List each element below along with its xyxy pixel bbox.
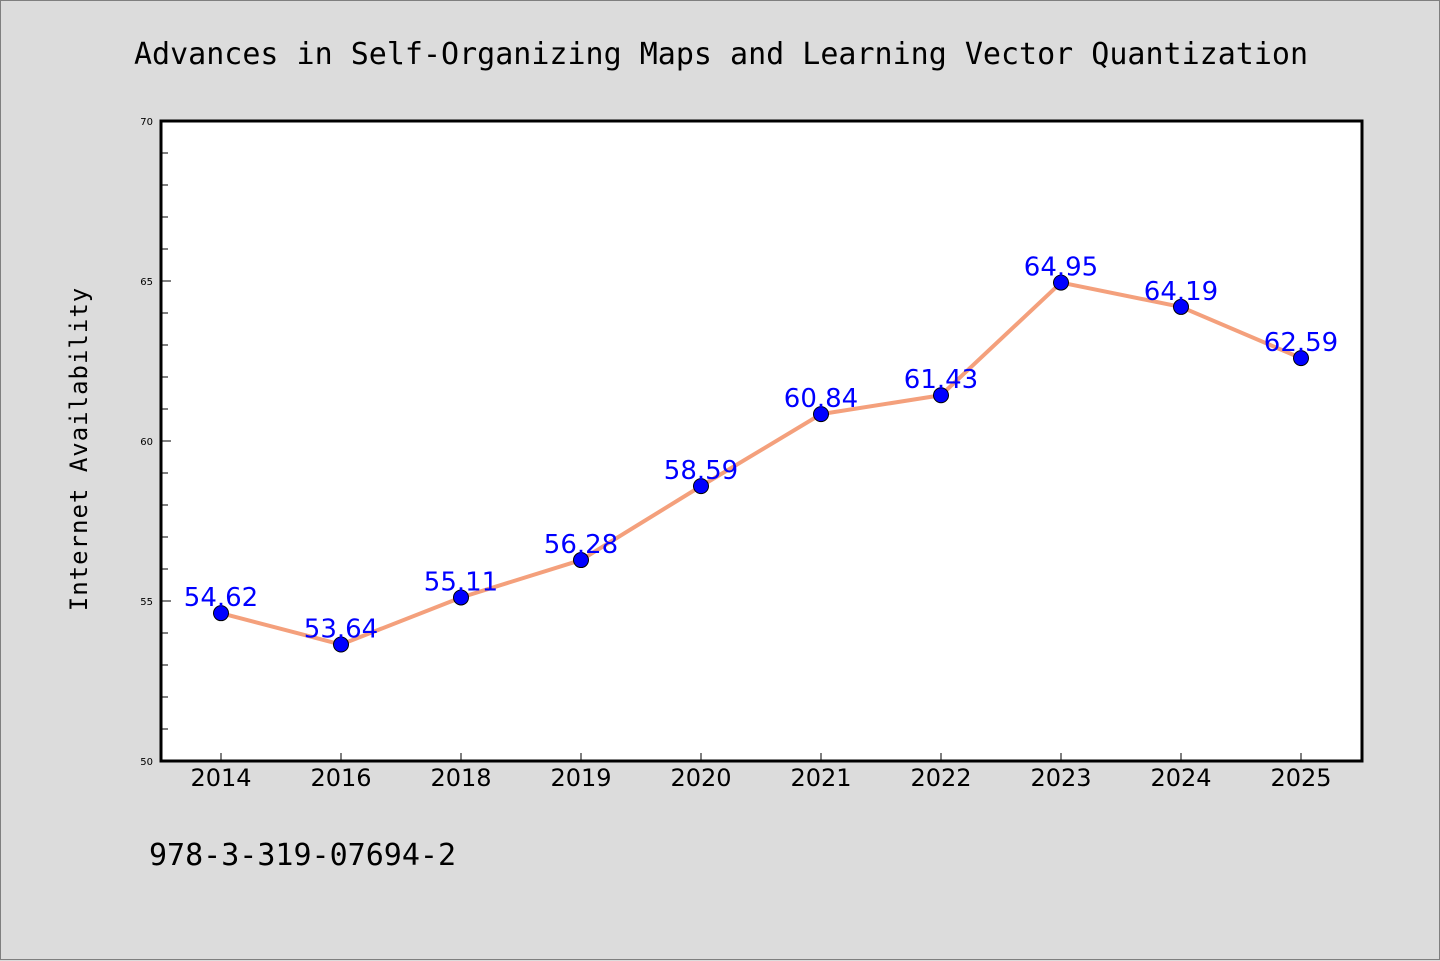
data-point (333, 636, 349, 653)
data-label: 58.59 (664, 456, 738, 486)
x-tick-label: 2016 (310, 764, 371, 792)
plot-area (159, 119, 1364, 763)
y-axis-ticks: 50 55 60 65 70 (140, 117, 171, 768)
data-point (693, 478, 709, 495)
x-tick-label: 2019 (550, 764, 611, 792)
x-tick-label: 2018 (430, 764, 491, 792)
chart-title: Advances in Self-Organizing Maps and Lea… (134, 37, 1308, 72)
data-point (573, 552, 589, 569)
y-tick-label: 70 (140, 117, 153, 128)
data-label: 64.95 (1024, 253, 1098, 283)
x-tick-label: 2014 (190, 764, 251, 792)
data-point (213, 605, 229, 622)
data-label: 61.43 (904, 365, 978, 395)
x-tick-label: 2021 (790, 764, 851, 792)
data-label: 62.59 (1264, 328, 1338, 358)
x-tick-label: 2025 (1270, 764, 1331, 792)
data-label: 53.64 (304, 615, 378, 645)
data-point (453, 589, 469, 606)
data-label: 64.19 (1144, 277, 1218, 307)
y-tick-label: 55 (140, 597, 153, 608)
data-point (813, 406, 829, 423)
data-label: 55.11 (424, 567, 498, 597)
data-label: 60.84 (784, 384, 858, 414)
data-label: 54.62 (184, 583, 258, 613)
data-labels: 54.62 53.64 55.11 56.28 58.59 60.84 61.43 64.95… (184, 253, 1338, 645)
y-tick-label: 60 (140, 437, 153, 448)
y-tick-label: 50 (140, 757, 153, 768)
series-line (220, 280, 1302, 647)
x-tick-label: 2022 (910, 764, 971, 792)
data-point (1173, 298, 1189, 315)
x-tick-label: 2023 (1030, 764, 1091, 792)
x-axis-ticks: 2014 2016 2018 2019 2020 2021 2022 2023 2024 2025 (190, 753, 1332, 792)
x-tick-label: 2020 (670, 764, 731, 792)
data-markers (213, 274, 1309, 653)
data-label: 56.28 (544, 530, 618, 560)
data-point (1053, 274, 1069, 291)
x-tick-label: 2024 (1150, 764, 1211, 792)
data-point (1293, 350, 1309, 367)
isbn-footer: 978-3-319-07694-2 (149, 838, 456, 873)
y-tick-label: 65 (140, 277, 153, 288)
y-axis-label: Internet Availability (65, 287, 93, 611)
data-point (933, 387, 949, 404)
